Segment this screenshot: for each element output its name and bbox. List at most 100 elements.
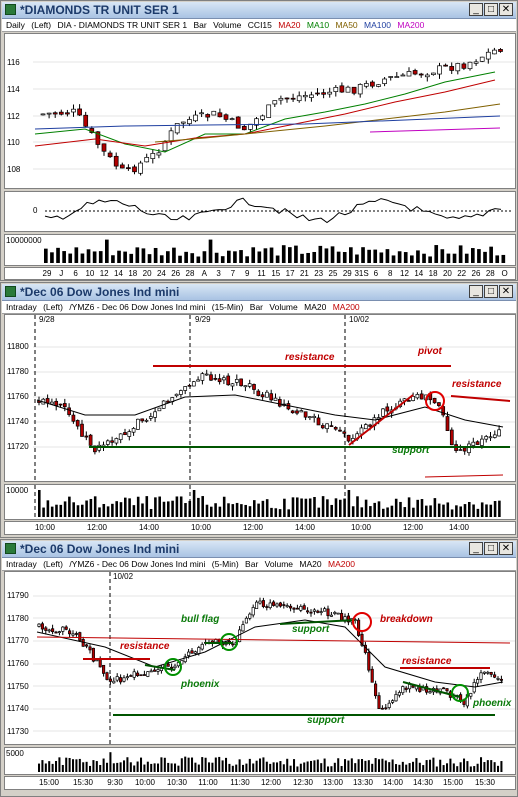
volume-bar <box>293 759 296 772</box>
ma-line <box>34 115 501 130</box>
cci-pane[interactable]: 0 <box>4 191 516 232</box>
volume-bar <box>265 761 268 772</box>
volume-pane[interactable]: 10000000 <box>4 234 516 266</box>
candle <box>136 418 140 430</box>
volume-bar <box>214 757 217 772</box>
candle <box>406 400 411 402</box>
price-pane[interactable]: 9/28 9/29 10/02 11800 11780 11760 11740 … <box>4 314 516 482</box>
price-tick: 11800 <box>7 342 29 351</box>
volume-bar <box>141 248 146 263</box>
candle <box>473 61 479 64</box>
timeframe-label: (15-Min) <box>211 302 244 312</box>
price-tick: 11780 <box>7 367 29 376</box>
bull-flag-label: bull flag <box>181 614 220 625</box>
maximize-button[interactable]: □ <box>484 3 498 16</box>
x-tick: 14 <box>414 269 424 278</box>
volume-bar <box>459 506 462 517</box>
candle <box>200 373 205 381</box>
x-tick: 26 <box>171 269 181 278</box>
x-tick: 9:30 <box>107 778 123 787</box>
volume-bar <box>279 761 282 772</box>
candle <box>197 647 201 654</box>
volume-bar <box>403 507 407 517</box>
ma-legend: MA200 <box>397 20 425 30</box>
candle <box>57 631 61 633</box>
candle <box>75 420 80 427</box>
x-axis: 29 J 6 10 12 14 18 20 24 26 28 A 3 7 9 11 15 17 21 23 25 29 31… <box>4 267 516 280</box>
volume-bar <box>68 496 71 517</box>
candle <box>284 97 290 100</box>
volume-bar <box>360 507 364 517</box>
candle <box>187 384 192 387</box>
volume-bar <box>283 498 286 517</box>
volume-bar <box>75 759 78 772</box>
candle <box>119 677 123 683</box>
candle <box>333 87 339 92</box>
candle <box>401 686 405 694</box>
candle <box>84 435 89 438</box>
volume-bar <box>483 762 486 772</box>
candle <box>131 428 136 433</box>
candle <box>272 601 276 606</box>
volume-bar <box>472 504 475 517</box>
volume-bar <box>58 757 61 772</box>
minimize-button[interactable]: _ <box>469 3 483 16</box>
volume-bar <box>408 763 411 772</box>
candle <box>85 644 89 647</box>
close-button[interactable]: ✕ <box>499 3 513 16</box>
minimize-button[interactable]: _ <box>469 542 483 555</box>
candle <box>449 429 454 446</box>
title-bar[interactable]: *Dec 06 Dow Jones Ind mini _ □ ✕ <box>2 541 516 558</box>
candle <box>419 393 424 400</box>
candle <box>367 651 371 671</box>
volume-pane[interactable]: 10000 <box>4 484 516 520</box>
maximize-button[interactable]: □ <box>484 285 498 298</box>
volume-bar <box>364 499 368 517</box>
candle <box>312 415 317 418</box>
volume-bar <box>175 496 179 517</box>
volume-pane[interactable]: 5000 <box>4 747 516 775</box>
candle <box>204 373 209 376</box>
close-button[interactable]: ✕ <box>499 542 513 555</box>
volume-bar <box>184 756 187 772</box>
candle <box>138 162 143 174</box>
candle <box>309 611 313 614</box>
volume-bar <box>452 253 457 263</box>
close-button[interactable]: ✕ <box>499 285 513 298</box>
price-pane[interactable]: 116 114 112 110 108 <box>4 33 516 189</box>
trend-line <box>144 664 176 671</box>
candle <box>437 402 441 406</box>
volume-bar <box>446 502 450 517</box>
candle <box>58 111 64 115</box>
volume-bar <box>432 757 435 772</box>
candle <box>442 687 446 690</box>
volume-bar <box>272 762 275 772</box>
volume-bar <box>300 253 304 263</box>
volume-bar <box>115 501 118 517</box>
candle <box>199 112 204 115</box>
volume-bar <box>59 504 63 517</box>
price-pane[interactable]: 10/02 11790 11780 11770 11760 11750 1174… <box>4 571 516 745</box>
volume-bar <box>44 763 47 772</box>
candle <box>213 378 218 380</box>
volume-bar <box>202 251 207 263</box>
volume-bar <box>95 761 98 772</box>
candle <box>382 78 387 84</box>
interval-label: Daily <box>6 20 25 30</box>
volume-bar <box>153 763 156 772</box>
title-bar[interactable]: *DIAMONDS TR UNIT SER 1 _ □ ✕ <box>2 2 516 19</box>
minimize-button[interactable]: _ <box>469 285 483 298</box>
price-tick: 11780 <box>7 614 29 623</box>
timeframe-label: (5-Min) <box>211 559 239 569</box>
support-label: support <box>292 624 330 635</box>
candle <box>479 56 485 62</box>
title-bar[interactable]: *Dec 06 Dow Jones Ind mini _ □ ✕ <box>2 284 516 301</box>
volume-bar <box>281 245 286 263</box>
x-tick: 31S <box>354 269 369 278</box>
candle <box>346 434 351 442</box>
maximize-button[interactable]: □ <box>484 542 498 555</box>
indicator-label: CCI15 <box>247 20 272 30</box>
candle <box>190 650 194 654</box>
resistance-label: resistance <box>120 641 170 652</box>
volume-bar <box>92 251 97 263</box>
